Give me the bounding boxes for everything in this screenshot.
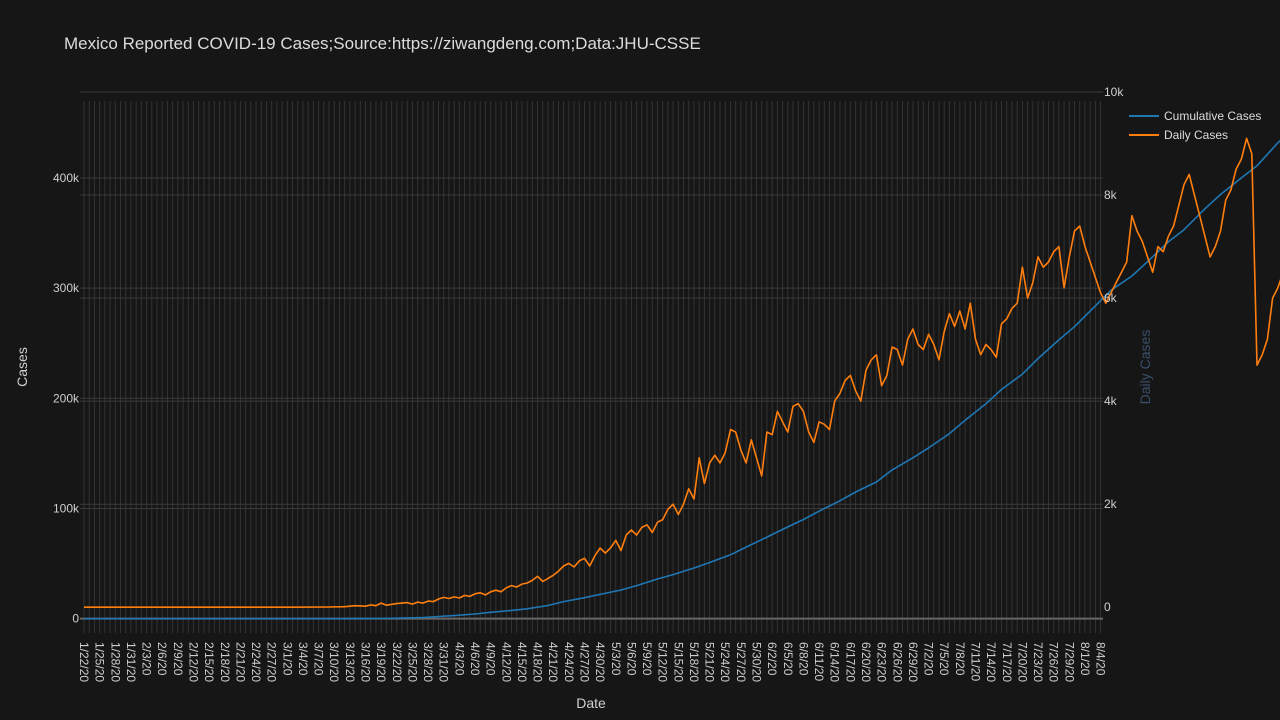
series-layer bbox=[84, 137, 1280, 620]
y-axis-ticks: 0 100k 200k 300k 400k bbox=[53, 171, 80, 626]
x-tick-label: 3/22/20 bbox=[390, 642, 404, 682]
x-tick-label: 4/24/20 bbox=[562, 642, 576, 682]
x-tick-label: 6/26/20 bbox=[890, 642, 904, 682]
x-tick-label: 7/5/20 bbox=[937, 642, 951, 676]
legend-swatch bbox=[1129, 114, 1159, 117]
x-tick-label: 2/27/20 bbox=[265, 642, 279, 682]
y2-tick-label: 0 bbox=[1104, 600, 1111, 614]
x-tick-label: 4/18/20 bbox=[531, 642, 545, 682]
x-tick-label: 4/6/20 bbox=[468, 642, 482, 676]
x-tick-label: 3/31/20 bbox=[437, 642, 451, 682]
y2-tick-label: 10k bbox=[1104, 85, 1124, 99]
x-tick-label: 7/2/20 bbox=[922, 642, 936, 676]
y-tick-label: 0 bbox=[72, 612, 79, 626]
x-tick-label: 1/22/20 bbox=[77, 642, 91, 682]
x-grid bbox=[83, 101, 1102, 633]
x-tick-label: 6/8/20 bbox=[796, 642, 810, 676]
chart-title: Mexico Reported COVID-19 Cases;Source:ht… bbox=[64, 34, 701, 53]
x-tick-label: 7/11/20 bbox=[968, 642, 982, 681]
x-tick-label: 4/3/20 bbox=[452, 642, 466, 676]
x-tick-label: 5/27/20 bbox=[734, 642, 748, 682]
x-tick-label: 5/9/20 bbox=[640, 642, 654, 676]
x-tick-label: 2/24/20 bbox=[249, 642, 263, 682]
x-tick-label: 1/25/20 bbox=[93, 642, 107, 682]
x-tick-label: 4/9/20 bbox=[484, 642, 498, 676]
x-tick-label: 6/14/20 bbox=[828, 642, 842, 682]
x-tick-label: 5/24/20 bbox=[718, 642, 732, 682]
x-tick-label: 5/30/20 bbox=[750, 642, 764, 682]
x-tick-label: 3/10/20 bbox=[327, 642, 341, 682]
x-tick-label: 1/28/20 bbox=[108, 642, 122, 682]
x-tick-label: 6/20/20 bbox=[859, 642, 873, 682]
x-tick-label: 4/15/20 bbox=[515, 642, 529, 682]
x-tick-label: 4/30/20 bbox=[593, 642, 607, 682]
x-tick-label: 5/12/20 bbox=[656, 642, 670, 682]
x-tick-label: 2/9/20 bbox=[171, 642, 185, 676]
x-tick-label: 2/15/20 bbox=[202, 642, 216, 682]
x-tick-label: 8/1/20 bbox=[1078, 642, 1092, 676]
x-tick-label: 7/8/20 bbox=[953, 642, 967, 676]
x-tick-label: 2/21/20 bbox=[233, 642, 247, 682]
x-tick-label: 4/27/20 bbox=[577, 642, 591, 682]
x-tick-label: 3/19/20 bbox=[374, 642, 388, 682]
series-line-cumulative-cases bbox=[84, 139, 1280, 620]
x-tick-label: 3/28/20 bbox=[421, 642, 435, 682]
x-tick-label: 2/12/20 bbox=[186, 642, 200, 682]
y2-grid bbox=[80, 91, 1103, 505]
x-tick-label: 7/29/20 bbox=[1062, 642, 1076, 682]
x-tick-label: 6/5/20 bbox=[781, 642, 795, 676]
x-tick-label: 2/6/20 bbox=[155, 642, 169, 676]
x-tick-label: 5/3/20 bbox=[609, 642, 623, 676]
y-tick-label: 400k bbox=[53, 171, 80, 185]
x-tick-label: 7/23/20 bbox=[1031, 642, 1045, 682]
x-tick-label: 7/17/20 bbox=[1000, 642, 1014, 682]
y-tick-label: 100k bbox=[53, 501, 80, 515]
y-axis-label: Cases bbox=[14, 347, 30, 387]
y2-tick-label: 6k bbox=[1104, 291, 1118, 305]
x-tick-label: 5/21/20 bbox=[703, 642, 717, 682]
x-tick-label: 4/12/20 bbox=[499, 642, 513, 682]
y-grid bbox=[80, 177, 1103, 509]
y-tick-label: 300k bbox=[53, 281, 80, 295]
legend-label: Cumulative Cases bbox=[1164, 108, 1262, 123]
x-axis-label: Date bbox=[576, 695, 606, 711]
x-tick-label: 6/29/20 bbox=[906, 642, 920, 682]
x-tick-label: 6/2/20 bbox=[765, 642, 779, 676]
legend-item-daily-cases[interactable]: Daily Cases bbox=[1129, 125, 1261, 144]
legend-swatch bbox=[1129, 133, 1159, 136]
x-tick-label: 3/13/20 bbox=[343, 642, 357, 682]
y-tick-label: 200k bbox=[53, 391, 80, 405]
x-tick-label: 7/20/20 bbox=[1015, 642, 1029, 682]
y2-tick-label: 2k bbox=[1104, 497, 1118, 511]
x-axis-ticks: 1/22/20 1/25/20 1/28/20 1/31/20 2/3/20 2/6/20… bbox=[77, 642, 1108, 682]
x-tick-label: 8/4/20 bbox=[1094, 642, 1108, 676]
x-tick-label: 6/11/20 bbox=[812, 642, 826, 681]
x-tick-label: 6/23/20 bbox=[875, 642, 889, 682]
x-tick-label: 1/31/20 bbox=[124, 642, 138, 682]
series-line-daily-cases bbox=[84, 137, 1280, 608]
x-tick-label: 5/15/20 bbox=[671, 642, 685, 682]
y2-tick-label: 4k bbox=[1104, 394, 1118, 408]
x-tick-label: 3/4/20 bbox=[296, 642, 310, 676]
legend-item-cumulative-cases[interactable]: Cumulative Cases bbox=[1129, 106, 1261, 125]
x-tick-label: 3/1/20 bbox=[280, 642, 294, 676]
x-tick-label: 7/14/20 bbox=[984, 642, 998, 682]
y2-axis-label: Daily Cases bbox=[1137, 330, 1153, 405]
legend: Cumulative Cases Daily Cases bbox=[1129, 106, 1261, 144]
x-tick-label: 5/6/20 bbox=[624, 642, 638, 676]
x-tick-label: 2/18/20 bbox=[218, 642, 232, 682]
x-tick-label: 7/26/20 bbox=[1047, 642, 1061, 682]
x-tick-label: 6/17/20 bbox=[843, 642, 857, 682]
x-tick-label: 5/18/20 bbox=[687, 642, 701, 682]
x-tick-label: 4/21/20 bbox=[546, 642, 560, 682]
y2-tick-label: 8k bbox=[1104, 188, 1118, 202]
legend-label: Daily Cases bbox=[1164, 127, 1229, 142]
x-tick-label: 3/25/20 bbox=[405, 642, 419, 682]
x-tick-label: 3/7/20 bbox=[312, 642, 326, 676]
x-tick-label: 2/3/20 bbox=[140, 642, 154, 676]
x-tick-label: 3/16/20 bbox=[359, 642, 373, 682]
y2-axis-ticks: 0 2k 4k 6k 8k 10k bbox=[1104, 85, 1124, 614]
